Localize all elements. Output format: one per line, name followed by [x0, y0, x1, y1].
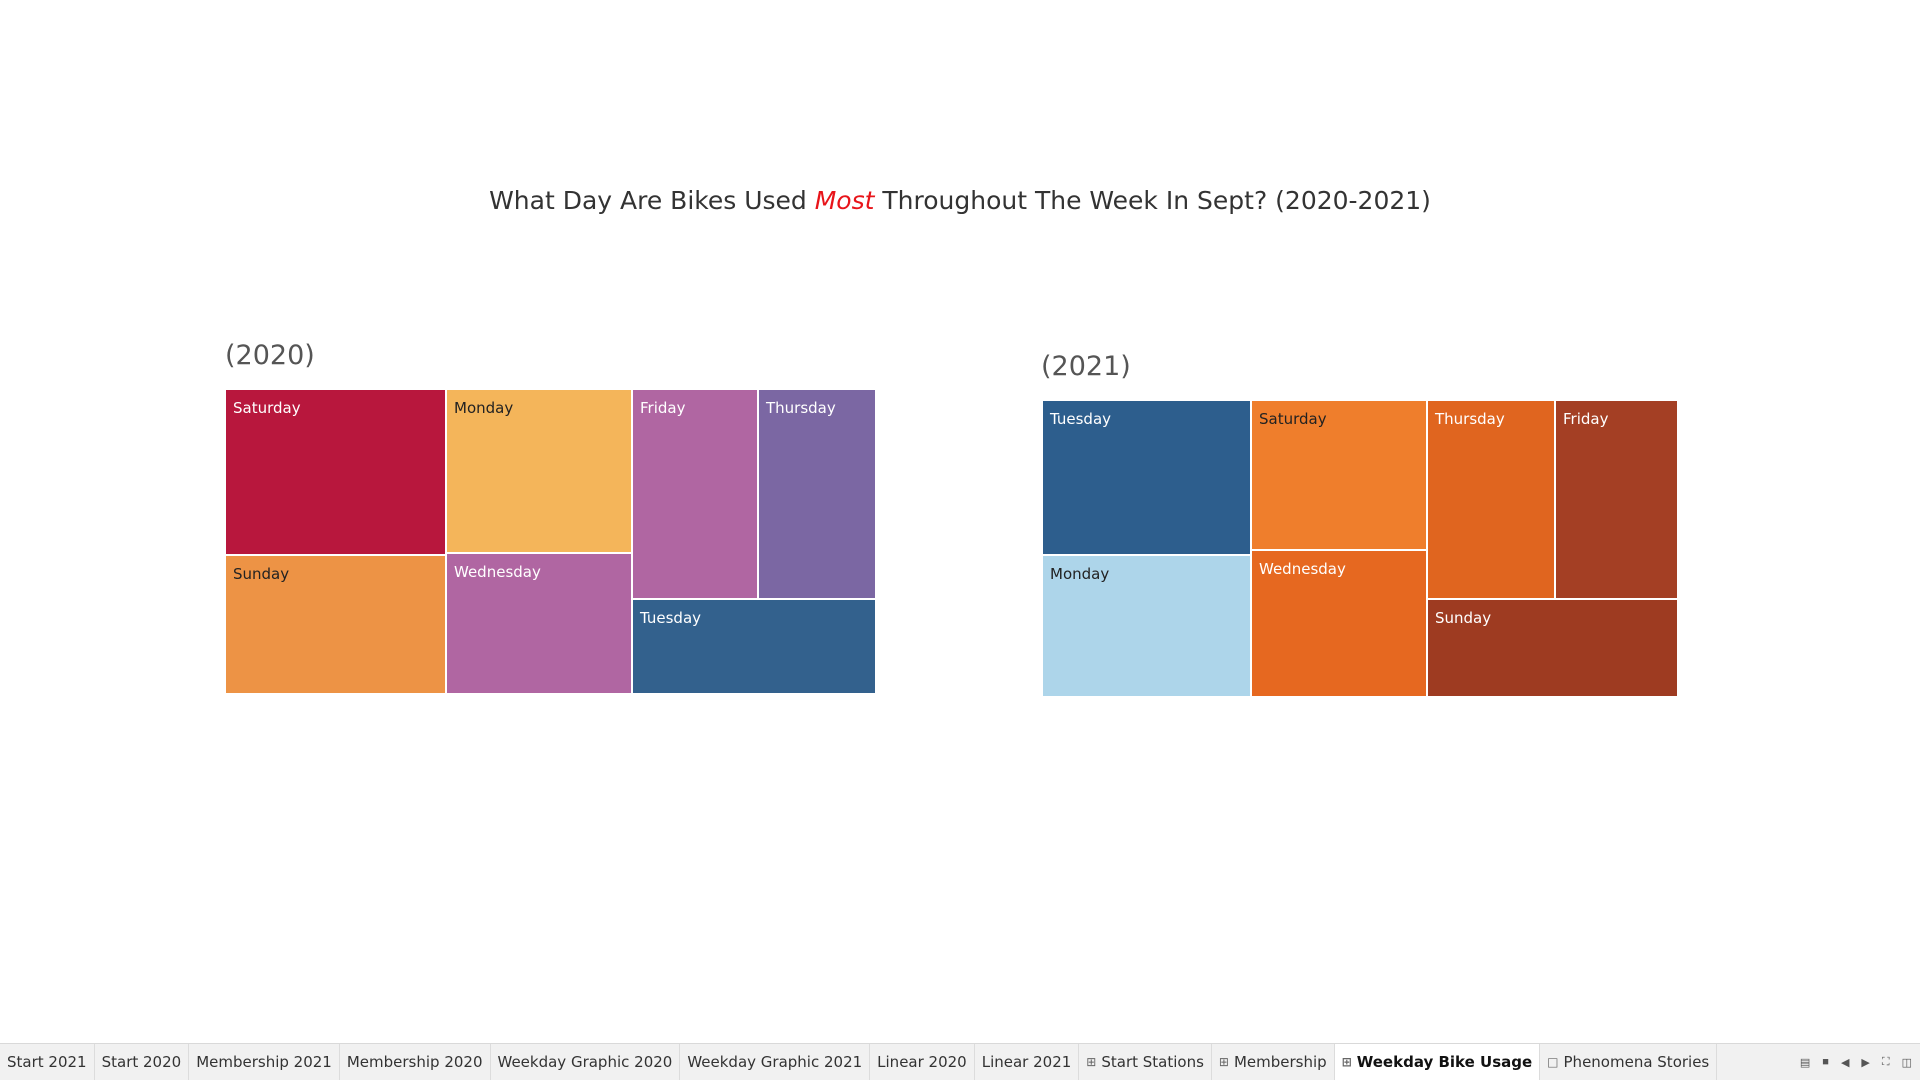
- tile-label: Friday: [1563, 410, 1609, 428]
- fullscreen-icon[interactable]: ⛶: [1881, 1055, 1890, 1068]
- treemap-tile-wednesday[interactable]: Wednesday: [446, 553, 632, 694]
- tab-weekday-bike-usage[interactable]: ⊞ Weekday Bike Usage: [1334, 1044, 1541, 1080]
- treemap-tile-friday[interactable]: Friday: [1555, 400, 1678, 599]
- tab-phenomena-stories[interactable]: □ Phenomena Stories: [1540, 1044, 1718, 1080]
- treemap-2021-title: (2021): [1041, 351, 1131, 382]
- tile-label: Thursday: [1435, 410, 1505, 428]
- treemap-tile-wednesday[interactable]: Wednesday: [1251, 550, 1427, 697]
- tab-label: Start Stations: [1101, 1053, 1204, 1071]
- tile-label: Sunday: [1435, 609, 1492, 627]
- tab-label: Membership 2021: [196, 1053, 332, 1071]
- tab-label: Phenomena Stories: [1563, 1053, 1710, 1071]
- tab-membership-2020[interactable]: Membership 2020: [340, 1044, 491, 1080]
- treemap-2021: Tuesday Saturday Thursday Friday Monday Wedne…: [1042, 400, 1678, 697]
- tab-linear-2021[interactable]: Linear 2021: [975, 1044, 1080, 1080]
- dashboard-icon: ⊞: [1341, 1055, 1352, 1069]
- presentation-mode-icon[interactable]: ◫: [1901, 1056, 1912, 1069]
- tab-label: Weekday Graphic 2020: [497, 1053, 673, 1071]
- story-icon: □: [1547, 1055, 1559, 1069]
- tab-label: Linear 2021: [981, 1053, 1072, 1071]
- tab-membership[interactable]: ⊞ Membership: [1212, 1044, 1335, 1080]
- treemap-2020-title: (2020): [225, 340, 315, 371]
- treemap-tile-sunday[interactable]: Sunday: [225, 555, 446, 694]
- treemap-tile-thursday[interactable]: Thursday: [758, 389, 876, 599]
- treemap-tile-sunday[interactable]: Sunday: [1427, 599, 1678, 697]
- view-controls: ▤ ■ ◀ ▶ ⛶ ◫: [1800, 1044, 1912, 1080]
- tab-label: Weekday Graphic 2021: [687, 1053, 863, 1071]
- tile-label: Friday: [640, 399, 686, 417]
- sheet-tab-bar: Start 2021 Start 2020 Membership 2021 Membe…: [0, 1043, 1920, 1080]
- treemap-tile-saturday[interactable]: Saturday: [225, 389, 446, 555]
- sheet-tabs: Start 2021 Start 2020 Membership 2021 Membe…: [0, 1044, 1718, 1080]
- tab-weekday-graphic-2021[interactable]: Weekday Graphic 2021: [680, 1044, 871, 1080]
- tab-label: Start 2020: [101, 1053, 182, 1071]
- tab-start-stations[interactable]: ⊞ Start Stations: [1079, 1044, 1212, 1080]
- tile-label: Tuesday: [640, 609, 702, 627]
- title-accent: Most: [814, 186, 875, 215]
- tab-label: Start 2021: [7, 1053, 87, 1071]
- tab-weekday-graphic-2020[interactable]: Weekday Graphic 2020: [491, 1044, 681, 1080]
- title-after: Throughout The Week In Sept? (2020-2021): [874, 186, 1431, 215]
- prev-sheet-icon[interactable]: ◀: [1840, 1056, 1850, 1069]
- tile-label: Wednesday: [1259, 560, 1346, 578]
- title-before: What Day Are Bikes Used: [489, 186, 815, 215]
- next-sheet-icon[interactable]: ▶: [1861, 1056, 1870, 1069]
- tab-start-2020[interactable]: Start 2020: [95, 1044, 190, 1080]
- tab-membership-2021[interactable]: Membership 2021: [189, 1044, 340, 1080]
- treemap-tile-tuesday[interactable]: Tuesday: [632, 599, 876, 694]
- tile-label: Sunday: [233, 565, 290, 583]
- show-tabs-icon[interactable]: ■: [1822, 1056, 1829, 1068]
- tile-label: Monday: [1050, 565, 1110, 583]
- dashboard-icon: ⊞: [1218, 1055, 1229, 1069]
- treemap-tile-monday[interactable]: Monday: [1042, 555, 1251, 697]
- treemap-tile-thursday[interactable]: Thursday: [1427, 400, 1555, 599]
- tab-linear-2020[interactable]: Linear 2020: [870, 1044, 975, 1080]
- tile-label: Saturday: [1259, 410, 1327, 428]
- dashboard-icon: ⊞: [1086, 1055, 1097, 1069]
- tile-label: Tuesday: [1050, 410, 1112, 428]
- tile-label: Monday: [454, 399, 514, 417]
- dashboard-title: What Day Are Bikes Used Most Throughout …: [0, 186, 1920, 215]
- treemap-tile-saturday[interactable]: Saturday: [1251, 400, 1427, 550]
- tile-label: Saturday: [233, 399, 301, 417]
- tab-label: Membership: [1233, 1053, 1327, 1071]
- tab-label: Membership 2020: [346, 1053, 483, 1071]
- tile-label: Wednesday: [454, 563, 541, 581]
- tab-label: Weekday Bike Usage: [1356, 1053, 1533, 1071]
- treemap-tile-tuesday[interactable]: Tuesday: [1042, 400, 1251, 555]
- tab-label: Linear 2020: [877, 1053, 967, 1071]
- tab-start-2021[interactable]: Start 2021: [0, 1044, 95, 1080]
- treemap-tile-friday[interactable]: Friday: [632, 389, 758, 599]
- treemap-2020: Saturday Monday Friday Thursday Sunday Wednes…: [225, 389, 876, 694]
- treemap-tile-monday[interactable]: Monday: [446, 389, 632, 553]
- tile-label: Thursday: [766, 399, 836, 417]
- show-filmstrip-icon[interactable]: ▤: [1799, 1056, 1811, 1069]
